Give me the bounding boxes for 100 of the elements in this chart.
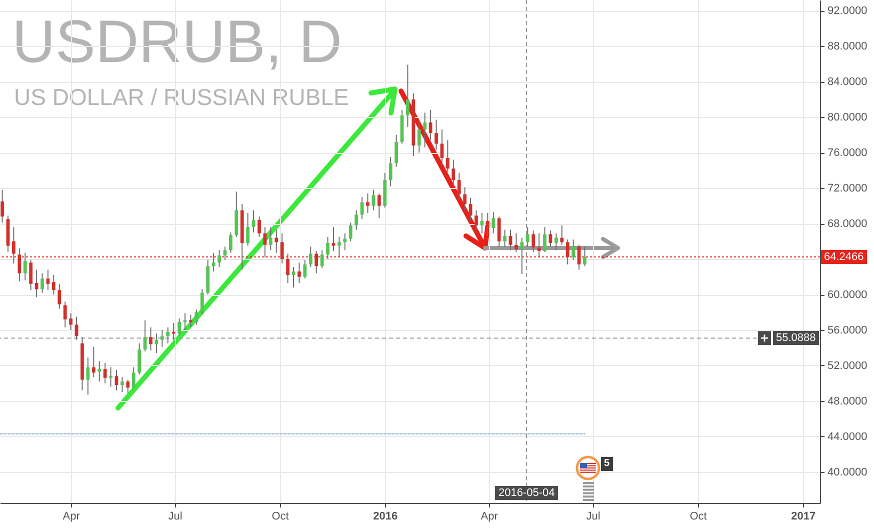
candlestick (572, 239, 576, 260)
y-tick-label: 76.0000 (828, 147, 868, 160)
candlestick (86, 357, 90, 396)
candlestick (218, 250, 221, 268)
candlestick (423, 112, 427, 148)
candlestick (520, 237, 524, 275)
candlestick (52, 274, 56, 296)
x-tick-label: Apr (480, 510, 498, 522)
candlestick (228, 232, 232, 254)
candlestick (274, 229, 278, 254)
y-tick-label: 92.0000 (828, 5, 868, 18)
candlestick (303, 259, 307, 280)
x-tick-label: 2017 (791, 510, 816, 522)
candlestick (286, 253, 290, 284)
x-tick-label: Oct (690, 510, 707, 522)
ref-line-label: 64.2466 (821, 250, 867, 264)
y-tick-label: 48.0000 (828, 395, 868, 408)
candlestick (480, 212, 484, 234)
y-tick-label: 40.0000 (828, 466, 868, 478)
x-tick-label: Oct (272, 510, 289, 522)
x-tick-label: Jul (586, 510, 600, 522)
candlestick (497, 216, 501, 248)
candlestick (560, 224, 564, 246)
candlestick (200, 288, 204, 315)
candlestick (434, 119, 438, 150)
candlestick (58, 283, 62, 310)
candlestick (566, 239, 570, 265)
candlestick (446, 140, 450, 173)
candlestick (452, 159, 456, 188)
candlestick (46, 269, 50, 291)
y-tick-label: 44.0000 (828, 430, 868, 443)
candlestick (246, 212, 250, 246)
candlestick (377, 192, 381, 219)
candlestick (474, 210, 478, 230)
candlestick (372, 189, 376, 211)
candlestick (394, 134, 398, 168)
candlestick (212, 252, 216, 272)
candlestick (63, 301, 67, 328)
candlestick (18, 248, 22, 282)
candlestick (388, 156, 392, 187)
x-tick-label: Jul (168, 510, 182, 522)
text: US DOLLAR / RUSSIAN RUBLE (14, 84, 349, 110)
candlestick (514, 232, 518, 252)
candlestick (138, 342, 142, 375)
candlestick (40, 272, 44, 294)
candlestick (577, 244, 581, 270)
candlestick (543, 226, 546, 252)
candlestick (348, 222, 352, 242)
candlestick (343, 232, 347, 251)
candlestick (440, 129, 444, 166)
candlestick (298, 262, 301, 284)
candlestick (337, 236, 341, 258)
candlestick (268, 226, 272, 251)
y-tick-label: 60.0000 (828, 289, 868, 302)
candlestick (149, 326, 152, 351)
candlestick (503, 229, 506, 248)
candlestick (194, 309, 198, 326)
candlestick (554, 232, 558, 251)
candlestick (280, 232, 284, 264)
candlestick (457, 172, 461, 200)
y-tick-label: 68.0000 (828, 218, 868, 230)
x-tick-label: 2016 (373, 510, 398, 522)
x-tick-label: Apr (62, 510, 80, 522)
candlestick (308, 246, 312, 268)
candlestick (166, 326, 170, 344)
candlestick (120, 376, 124, 393)
ref-line-label: 55.0888 (773, 331, 819, 346)
candlestick (160, 330, 164, 348)
candlestick (103, 362, 107, 384)
y-tick-label: 88.0000 (828, 40, 868, 53)
ref-line-label: 2016-05-04 (495, 486, 558, 500)
chart-title: USDRUB, D (12, 8, 342, 75)
candlestick (12, 226, 16, 264)
candlestick (537, 232, 541, 258)
y-tick-label: 80.0000 (828, 112, 868, 124)
y-tick-label: 56.0000 (828, 324, 868, 337)
candlestick (23, 252, 27, 281)
candlestick (109, 366, 112, 388)
candlestick (583, 246, 586, 267)
candlestick (354, 210, 358, 230)
candlestick (406, 64, 410, 128)
candlestick (366, 192, 370, 214)
candlestick (258, 216, 261, 238)
candlestick (29, 259, 33, 291)
annotation: 5 (601, 457, 613, 471)
candlestick (526, 226, 530, 248)
candlestick (98, 360, 102, 382)
candlestick (492, 212, 496, 234)
candlestick (178, 318, 182, 336)
candlestick (0, 189, 4, 224)
candlestick (463, 186, 467, 211)
candlestick (326, 236, 330, 260)
candlestick (428, 110, 432, 141)
y-tick-label: 84.0000 (828, 76, 868, 88)
y-tick-label: 72.0000 (828, 182, 868, 195)
candlestick (417, 120, 421, 154)
candlestick (126, 379, 130, 394)
candlestick (320, 250, 324, 268)
y-tick-label: 52.0000 (828, 360, 868, 372)
candlestick (223, 246, 227, 260)
